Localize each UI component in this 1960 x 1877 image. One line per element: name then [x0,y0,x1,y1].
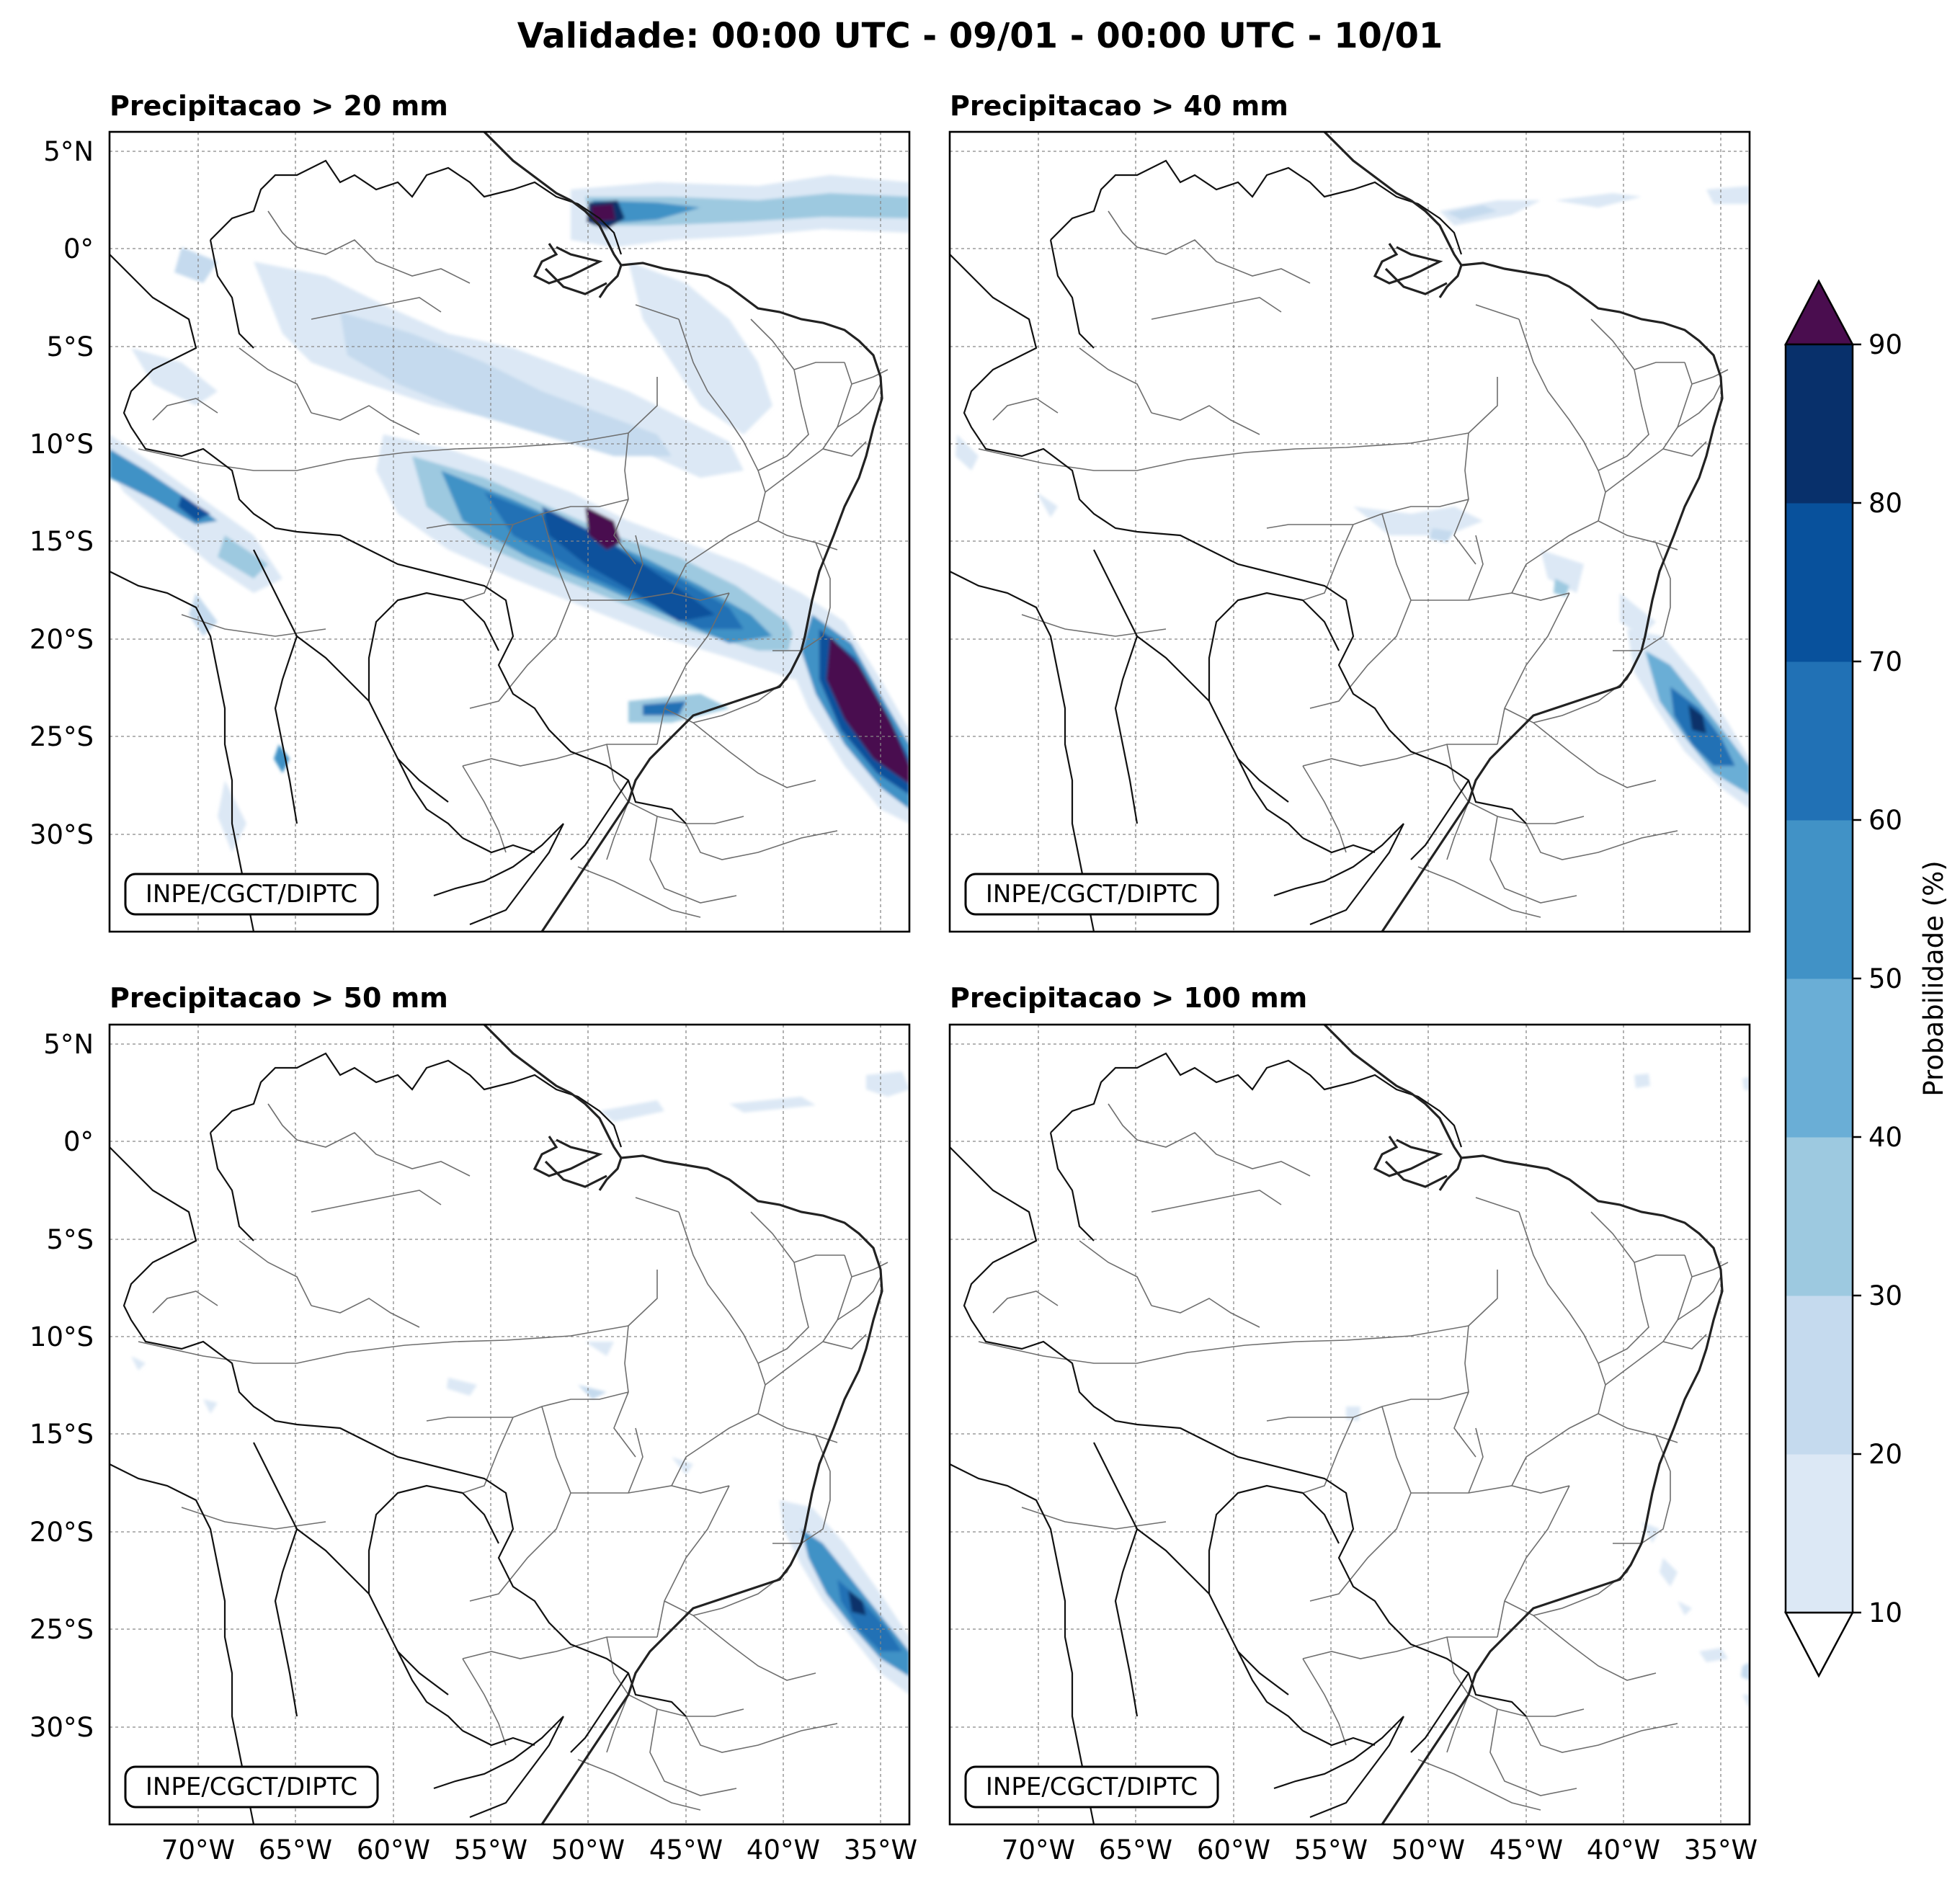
lon-tick: 70°W [1002,1834,1075,1865]
colorbar-band [1786,820,1853,979]
probability-field-20mm [110,175,909,852]
lon-tick: 55°W [454,1834,527,1865]
map-frame [948,130,1751,933]
lon-tick: 40°W [747,1834,820,1865]
lon-tick: 50°W [1391,1834,1465,1865]
lat-tick: 5°S [46,331,94,362]
panel-40mm: Precipitacao > 40 mm [948,90,1751,933]
colorbar-tick-label: 60 [1868,805,1902,836]
colorbar-label: Probabilidade (%) [1918,860,1949,1096]
colorbar-band [1786,1454,1853,1613]
colorbar-tick-label: 50 [1868,963,1902,994]
map-frame [948,1023,1751,1826]
colorbar-ticks: 10 20 30 40 50 60 70 80 90 [1853,329,1902,1628]
colorbar-band [1786,661,1853,821]
lon-tick: 35°W [844,1834,917,1865]
panel-20mm: Precipitacao > 20 mm [30,90,911,933]
panel-title: Precipitacao > 40 mm [950,90,1288,122]
lon-tick: 40°W [1587,1834,1660,1865]
lat-tick: 0° [63,233,94,264]
probability-field-50mm [131,1071,909,1695]
lat-tick: 5°N [43,136,94,167]
lat-tick: 10°S [30,429,94,460]
lat-tick: 5°S [46,1224,94,1255]
lat-tick: 30°S [30,819,94,850]
lon-tick: 60°W [357,1834,430,1865]
colorbar-band [1786,344,1853,504]
credit-label: INPE/CGCT/DIPTC [986,880,1198,909]
lat-tick: 25°S [30,721,94,752]
colorbar-tick-label: 80 [1868,488,1902,519]
lon-axis-labels: 70°W 65°W 60°W 55°W 50°W 45°W 40°W 35°W [1002,1834,1758,1865]
figure-title: Validade: 00:00 UTC - 09/01 - 00:00 UTC … [517,16,1443,56]
colorbar-band [1786,978,1853,1138]
colorbar-tick-label: 30 [1868,1280,1902,1311]
panel-50mm: Precipitacao > 50 mm [30,982,917,1865]
lon-tick: 45°W [1489,1834,1563,1865]
colorbar-tick-label: 20 [1868,1439,1902,1470]
lon-tick: 50°W [551,1834,625,1865]
panel-100mm: Precipitacao > 100 mm [948,982,1758,1865]
colorbar-over-triangle [1783,279,1855,346]
panel-title: Precipitacao > 100 mm [950,982,1307,1014]
colorbar-band [1786,1137,1853,1296]
credit-label: INPE/CGCT/DIPTC [986,1773,1198,1801]
credit-box: INPE/CGCT/DIPTC [124,873,379,916]
colorbar-band [1786,1296,1853,1455]
colorbar-tick-label: 40 [1868,1122,1902,1153]
lon-tick: 70°W [161,1834,235,1865]
colorbar-tick-label: 10 [1868,1597,1902,1628]
panel-title: Precipitacao > 20 mm [110,90,448,122]
lon-tick: 45°W [649,1834,723,1865]
lon-tick: 55°W [1294,1834,1368,1865]
lat-axis-labels: 5°N 0° 5°S 10°S 15°S 20°S 25°S 30°S [30,136,94,850]
colorbar-tick-label: 90 [1868,329,1902,360]
lat-tick: 10°S [30,1321,94,1352]
lat-axis-labels: 5°N 0° 5°S 10°S 15°S 20°S 25°S 30°S [30,1029,94,1743]
panel-title: Precipitacao > 50 mm [110,982,448,1014]
colorbar: 10 20 30 40 50 60 70 80 90 Probabilidade (%) [1783,279,1949,1678]
lat-tick: 0° [63,1126,94,1157]
colorbar-band [1786,503,1853,662]
lon-tick: 65°W [259,1834,332,1865]
lat-tick: 15°S [30,1419,94,1450]
credit-label: INPE/CGCT/DIPTC [146,1773,357,1801]
credit-box: INPE/CGCT/DIPTC [124,1765,379,1809]
lat-tick: 20°S [30,1517,94,1548]
colorbar-under-triangle [1783,1611,1855,1678]
colorbar-tick-label: 70 [1868,646,1902,677]
lat-tick: 30°S [30,1712,94,1743]
lat-tick: 25°S [30,1614,94,1645]
lat-tick: 20°S [30,624,94,655]
lon-tick: 35°W [1684,1834,1758,1865]
credit-box: INPE/CGCT/DIPTC [964,1765,1219,1809]
lon-axis-labels: 70°W 65°W 60°W 55°W 50°W 45°W 40°W 35°W [161,1834,917,1865]
lat-tick: 15°S [30,526,94,557]
lon-tick: 65°W [1099,1834,1172,1865]
map-frame [108,1023,911,1826]
credit-label: INPE/CGCT/DIPTC [146,880,357,909]
colorbar-bands [1786,344,1853,1613]
map-frame [108,130,911,933]
lon-tick: 60°W [1197,1834,1270,1865]
lat-tick: 5°N [43,1029,94,1060]
credit-box: INPE/CGCT/DIPTC [964,873,1219,916]
